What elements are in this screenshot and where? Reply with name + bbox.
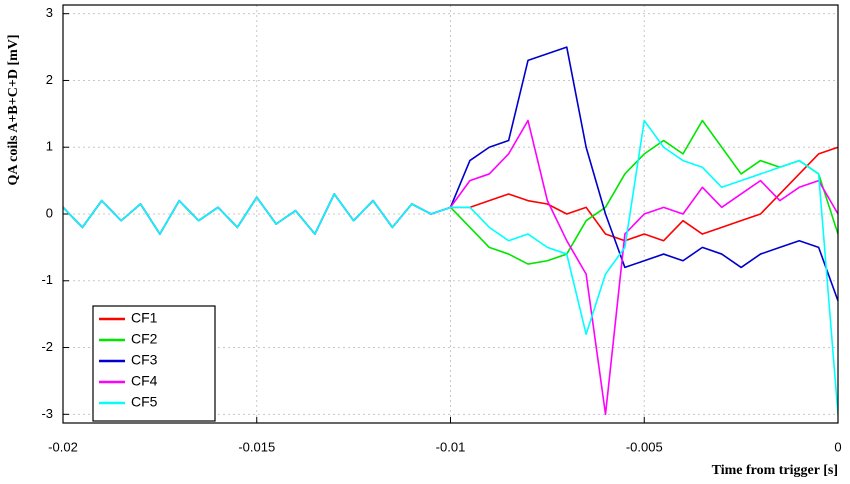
y-tick-label: 3 (46, 5, 53, 20)
x-tick-label: -0.01 (436, 439, 466, 454)
legend-label: CF2 (131, 331, 158, 347)
y-tick-label: 0 (46, 205, 53, 220)
y-tick-label: 2 (46, 72, 53, 87)
x-tick-label: 0 (834, 439, 841, 454)
series-line (63, 119, 838, 415)
x-tick-label: -0.005 (626, 439, 663, 454)
y-tick-label: -2 (41, 339, 53, 354)
y-axis-title: QA coils A+B+C+D [mV] (6, 34, 21, 185)
legend-label: CF5 (131, 394, 158, 410)
x-tick-label: -0.02 (48, 439, 78, 454)
x-axis-title: Time from trigger [s] (712, 463, 838, 478)
x-tick-label: -0.015 (238, 439, 275, 454)
y-tick-label: 1 (46, 139, 53, 154)
legend-label: CF3 (131, 352, 158, 368)
plot-frame (62, 4, 839, 424)
legend-label: CF1 (131, 310, 158, 326)
legend-label: CF4 (131, 373, 158, 389)
series-line (63, 119, 838, 265)
y-tick-label: -1 (41, 272, 53, 287)
y-tick-label: -3 (41, 406, 53, 421)
